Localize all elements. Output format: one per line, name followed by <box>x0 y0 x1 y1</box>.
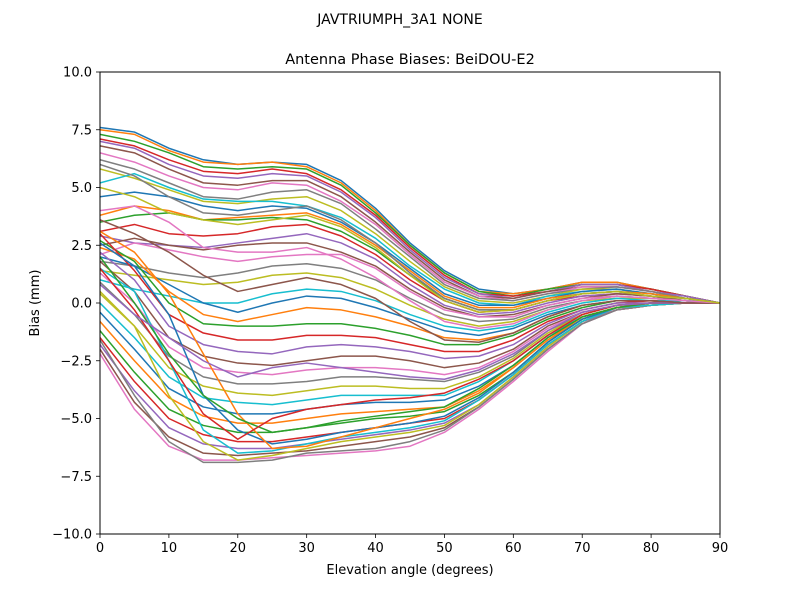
y-tick-label: −5.0 <box>60 412 92 427</box>
series-line-43 <box>100 256 720 434</box>
y-tick-label: 10.0 <box>63 66 92 81</box>
series-line-46 <box>100 219 720 344</box>
series-line-38 <box>100 302 720 464</box>
figure-suptitle: JAVTRIUMPH_3A1 NONE <box>316 12 483 28</box>
y-axis: −10.0 −7.5 −5.0 −2.5 0.0 2.5 5.0 7.5 10.0 <box>52 66 100 543</box>
chart-title: Antenna Phase Biases: BeiDOU-E2 <box>285 52 535 68</box>
x-tick-label: 20 <box>230 541 247 556</box>
x-tick-label: 10 <box>161 541 178 556</box>
x-tick-label: 30 <box>298 541 315 556</box>
series-line-49 <box>100 186 720 313</box>
series-line-45 <box>100 283 720 380</box>
x-tick-label: 50 <box>436 541 453 556</box>
series-line-11 <box>100 191 720 307</box>
y-tick-label: −7.5 <box>60 470 92 485</box>
x-axis-label: Elevation angle (degrees) <box>326 563 493 578</box>
y-axis-label: Bias (mm) <box>28 270 43 337</box>
y-tick-label: 2.5 <box>71 239 92 254</box>
series-line-47 <box>100 205 720 330</box>
series-line-25 <box>100 251 720 360</box>
x-tick-label: 70 <box>574 541 591 556</box>
series-line-8 <box>100 159 720 304</box>
x-tick-label: 90 <box>712 541 729 556</box>
x-axis: 0 10 20 30 40 50 60 70 80 90 <box>96 534 728 556</box>
y-tick-label: −10.0 <box>52 528 92 543</box>
series-line-16 <box>100 237 720 318</box>
x-tick-label: 60 <box>505 541 522 556</box>
x-tick-label: 80 <box>643 541 660 556</box>
x-tick-label: 0 <box>96 541 104 556</box>
x-tick-label: 40 <box>367 541 384 556</box>
y-tick-label: 5.0 <box>71 181 92 196</box>
y-tick-label: −2.5 <box>60 354 92 369</box>
series-group <box>100 126 720 464</box>
y-tick-label: 0.0 <box>71 297 92 312</box>
y-tick-label: 7.5 <box>71 123 92 138</box>
series-line-5 <box>100 140 720 304</box>
